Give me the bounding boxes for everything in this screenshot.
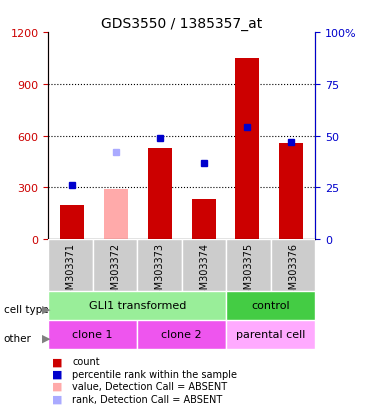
Text: GSM303371: GSM303371 [66, 242, 75, 301]
Text: control: control [252, 301, 290, 311]
Bar [137, 320, 226, 349]
Text: parental cell: parental cell [236, 330, 305, 339]
Bar [48, 291, 226, 320]
Text: cell type: cell type [4, 304, 48, 314]
Bar [148, 148, 172, 240]
Bar [137, 240, 182, 291]
Bar [60, 205, 85, 240]
Text: GSM303376: GSM303376 [288, 242, 298, 301]
Bar [271, 240, 315, 291]
Bar [226, 291, 315, 320]
Text: ■: ■ [52, 356, 62, 366]
Text: ■: ■ [52, 394, 62, 404]
Text: ▶: ▶ [42, 333, 50, 343]
Bar [104, 190, 128, 240]
Bar [226, 240, 271, 291]
Text: clone 2: clone 2 [161, 330, 202, 339]
Text: rank, Detection Call = ABSENT: rank, Detection Call = ABSENT [72, 394, 223, 404]
Text: ■: ■ [52, 381, 62, 391]
Text: ▶: ▶ [42, 304, 50, 314]
Bar [182, 240, 226, 291]
Text: value, Detection Call = ABSENT: value, Detection Call = ABSENT [72, 381, 227, 391]
Bar [48, 240, 93, 291]
Text: count: count [72, 356, 100, 366]
Text: GSM303374: GSM303374 [199, 242, 209, 301]
Text: other: other [4, 333, 32, 343]
Text: GSM303373: GSM303373 [155, 242, 164, 301]
Text: GLI1 transformed: GLI1 transformed [89, 301, 186, 311]
Bar [235, 59, 259, 240]
Title: GDS3550 / 1385357_at: GDS3550 / 1385357_at [101, 17, 262, 31]
Bar [93, 240, 137, 291]
Text: clone 1: clone 1 [72, 330, 113, 339]
Bar [192, 200, 216, 240]
Text: GSM303375: GSM303375 [244, 242, 253, 301]
Bar [226, 320, 315, 349]
Bar [48, 320, 137, 349]
Text: ■: ■ [52, 369, 62, 379]
Bar [279, 143, 303, 240]
Text: percentile rank within the sample: percentile rank within the sample [72, 369, 237, 379]
Text: GSM303372: GSM303372 [110, 242, 120, 301]
